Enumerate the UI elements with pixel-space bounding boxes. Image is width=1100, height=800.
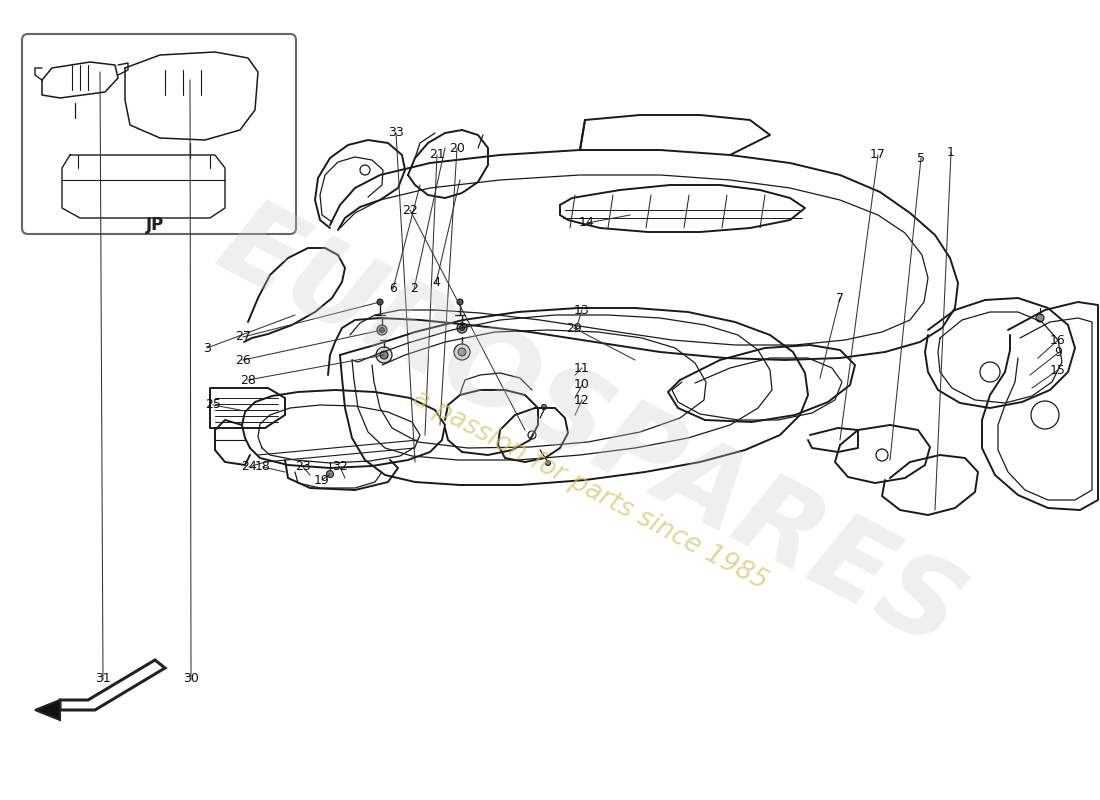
Text: 27: 27 bbox=[235, 330, 251, 343]
Circle shape bbox=[327, 470, 333, 478]
Text: 1: 1 bbox=[947, 146, 955, 159]
Circle shape bbox=[456, 323, 468, 333]
Text: 20: 20 bbox=[449, 142, 465, 154]
Text: 4: 4 bbox=[432, 277, 440, 290]
Text: JP: JP bbox=[146, 216, 164, 234]
Text: 2: 2 bbox=[410, 282, 418, 295]
Text: 21: 21 bbox=[429, 149, 444, 162]
Circle shape bbox=[187, 155, 192, 161]
Circle shape bbox=[541, 405, 547, 410]
Circle shape bbox=[454, 344, 470, 360]
Text: 16: 16 bbox=[1050, 334, 1066, 346]
Text: 12: 12 bbox=[574, 394, 590, 406]
Text: 15: 15 bbox=[1050, 363, 1066, 377]
Text: 7: 7 bbox=[836, 291, 844, 305]
Text: 24: 24 bbox=[241, 461, 257, 474]
FancyBboxPatch shape bbox=[22, 34, 296, 234]
Text: 6: 6 bbox=[389, 282, 397, 295]
Text: 32: 32 bbox=[332, 461, 348, 474]
Circle shape bbox=[376, 347, 392, 363]
Text: 10: 10 bbox=[574, 378, 590, 391]
Text: 30: 30 bbox=[183, 673, 199, 686]
Text: 33: 33 bbox=[388, 126, 404, 139]
Text: 23: 23 bbox=[295, 461, 311, 474]
Text: 22: 22 bbox=[403, 203, 418, 217]
Circle shape bbox=[377, 299, 383, 305]
Text: 26: 26 bbox=[235, 354, 251, 366]
Text: 29: 29 bbox=[566, 322, 582, 334]
Text: 17: 17 bbox=[870, 149, 886, 162]
Circle shape bbox=[456, 299, 463, 305]
Circle shape bbox=[1036, 314, 1044, 322]
Text: 13: 13 bbox=[574, 303, 590, 317]
Text: 5: 5 bbox=[917, 151, 925, 165]
Text: 11: 11 bbox=[574, 362, 590, 374]
Text: 19: 19 bbox=[315, 474, 330, 486]
Circle shape bbox=[379, 351, 388, 359]
Circle shape bbox=[72, 115, 78, 121]
Polygon shape bbox=[35, 700, 60, 720]
Circle shape bbox=[377, 325, 387, 335]
Circle shape bbox=[458, 348, 466, 356]
Text: 28: 28 bbox=[240, 374, 256, 386]
Text: a passion for parts since 1985: a passion for parts since 1985 bbox=[408, 385, 772, 595]
Text: EUROSPARES: EUROSPARES bbox=[200, 189, 979, 671]
Text: 25: 25 bbox=[205, 398, 221, 411]
Text: 18: 18 bbox=[255, 461, 271, 474]
Circle shape bbox=[379, 327, 385, 333]
Text: 31: 31 bbox=[95, 673, 111, 686]
Text: 3: 3 bbox=[204, 342, 211, 354]
Text: 14: 14 bbox=[579, 217, 595, 230]
Circle shape bbox=[546, 461, 550, 466]
Circle shape bbox=[460, 326, 464, 330]
Text: 9: 9 bbox=[1054, 346, 1062, 359]
Polygon shape bbox=[60, 660, 165, 710]
